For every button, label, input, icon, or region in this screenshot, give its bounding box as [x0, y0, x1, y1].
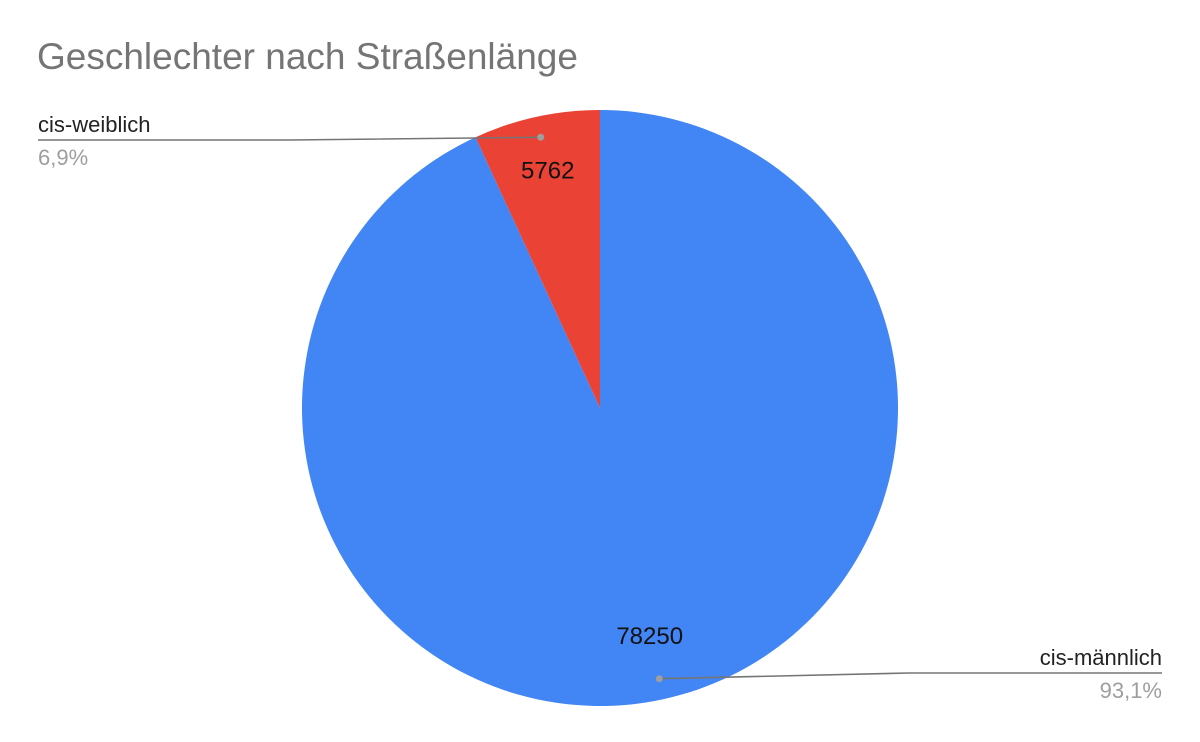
- chart-title: Geschlechter nach Straßenlänge: [37, 36, 578, 77]
- leader-line-cis-weiblich: [38, 136, 541, 141]
- slice-label-cis-weiblich: cis-weiblich: [38, 112, 150, 137]
- pie-slice-cis-weiblich: [475, 110, 600, 408]
- pie-slices: [302, 110, 899, 707]
- leader-lines: [38, 133, 1162, 683]
- slice-label-cis-m-nnlich: cis-männlich: [1040, 645, 1162, 670]
- pie-slice-cis-m-nnlich: [302, 110, 899, 707]
- leader-dot-cis-weiblich: [537, 133, 545, 141]
- leader-dot-cis-m-nnlich: [655, 675, 663, 683]
- leader-line-cis-m-nnlich: [659, 672, 1162, 680]
- slice-value-cis-weiblich: 5762: [521, 157, 574, 184]
- slice-value-cis-m-nnlich: 78250: [616, 623, 683, 650]
- slice-labels: 78250 cis-männlich 93,1% 5762 cis-weiblich 6,…: [38, 112, 1162, 703]
- slice-percent-cis-m-nnlich: 93,1%: [1100, 678, 1162, 703]
- slice-percent-cis-weiblich: 6,9%: [38, 145, 88, 170]
